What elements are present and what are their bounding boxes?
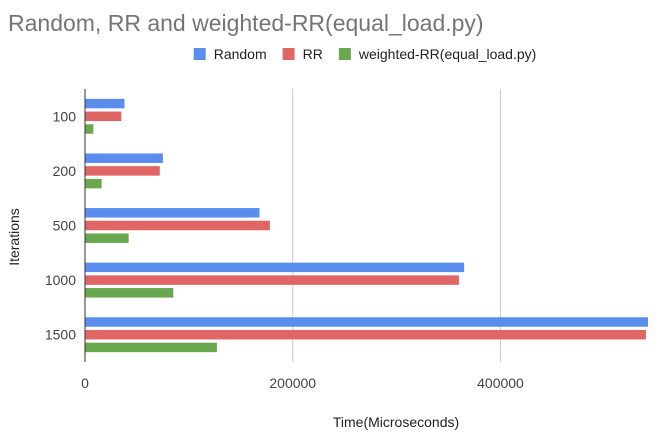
legend-swatch-2 [338, 48, 351, 60]
bar-random-200 [85, 153, 163, 163]
bars [85, 98, 648, 353]
gridlines [292, 89, 501, 362]
bar-random-100 [85, 98, 125, 109]
x-axis-title: Time(Microseconds) [333, 414, 459, 430]
bar-random-1000 [85, 262, 465, 273]
bar-rr-200 [85, 166, 160, 176]
y-tick-label-1000: 1000 [45, 272, 76, 288]
x-tick-labels: 0 200000 400000 [81, 375, 524, 391]
chart-title: Random, RR and weighted-RR(equal_load.py… [8, 10, 484, 36]
bar-random-500 [85, 208, 260, 218]
bar-weighted-rr-equal-load-py--1500 [85, 342, 217, 353]
legend: Random RR weighted-RR(equal_load.py) [193, 46, 536, 62]
x-tick-label-1: 200000 [269, 375, 316, 391]
bar-rr-1000 [85, 275, 459, 285]
legend-label-2: weighted-RR(equal_load.py) [358, 46, 536, 62]
legend-swatch-0 [193, 48, 206, 60]
y-axis-title: Iterations [6, 208, 22, 266]
bar-weighted-rr-equal-load-py--500 [85, 233, 129, 243]
bar-weighted-rr-equal-load-py--1000 [85, 288, 174, 298]
bar-random-1500 [85, 317, 648, 327]
y-tick-labels: 100 200 500 1000 1500 [45, 108, 76, 342]
legend-item-2: weighted-RR(equal_load.py) [338, 46, 536, 62]
x-tick-label-0: 0 [81, 375, 89, 391]
y-tick-label-100: 100 [53, 108, 77, 124]
legend-swatch-1 [282, 48, 295, 60]
legend-item-1: RR [282, 46, 323, 62]
bar-rr-500 [85, 220, 270, 231]
y-tick-label-200: 200 [53, 163, 77, 179]
y-tick-label-1500: 1500 [45, 327, 76, 343]
bar-weighted-rr-equal-load-py--100 [85, 124, 94, 134]
legend-label-1: RR [303, 46, 323, 62]
y-tick-label-500: 500 [53, 218, 77, 234]
bar-weighted-rr-equal-load-py--200 [85, 178, 102, 189]
legend-label-0: Random [214, 46, 267, 62]
legend-item-0: Random [193, 46, 267, 62]
bar-rr-100 [85, 111, 122, 122]
bar-rr-1500 [85, 329, 646, 340]
x-tick-label-2: 400000 [477, 375, 524, 391]
